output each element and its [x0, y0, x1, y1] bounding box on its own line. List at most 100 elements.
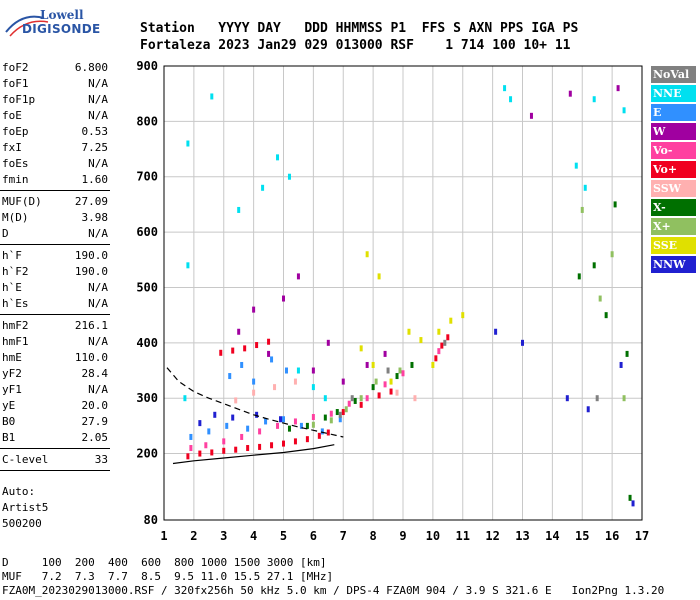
param-row: foF1p N/A: [0, 92, 110, 108]
param-label: B1: [2, 431, 16, 444]
param-separator: [0, 190, 110, 191]
data-point: [509, 96, 513, 103]
data-point: [341, 378, 345, 385]
data-point: [311, 421, 315, 428]
data-point: [437, 328, 441, 335]
data-point: [574, 162, 578, 169]
data-point: [329, 417, 333, 424]
data-point: [234, 446, 238, 453]
data-point: [189, 445, 193, 452]
data-point: [183, 395, 187, 402]
data-point: [371, 384, 375, 391]
data-point: [329, 410, 333, 417]
param-row: B1 2.05: [0, 430, 110, 446]
x-tick-label: 10: [426, 529, 440, 543]
param-row: h`F2 190.0: [0, 264, 110, 280]
data-point: [186, 262, 190, 269]
y-tick-label: 900: [136, 59, 158, 73]
data-point: [359, 395, 363, 402]
data-point: [619, 361, 623, 368]
data-point: [261, 184, 265, 191]
data-point: [258, 428, 262, 435]
data-point: [613, 201, 617, 208]
footer-distance-row: D 100 200 400 600 800 1000 1500 3000 [km…: [2, 556, 327, 569]
data-point: [389, 378, 393, 385]
param-row: B0 27.9: [0, 414, 110, 430]
data-point: [401, 370, 405, 377]
data-point: [219, 349, 223, 356]
data-point: [282, 416, 285, 423]
data-point: [293, 418, 297, 425]
x-tick-label: 15: [575, 529, 589, 543]
data-point: [350, 395, 354, 402]
data-point: [583, 184, 587, 191]
data-point: [338, 411, 342, 418]
param-label: h`F2: [2, 265, 29, 278]
data-point: [592, 262, 596, 269]
x-tick-label: 1: [160, 529, 167, 543]
param-value: 0.53: [81, 125, 109, 138]
data-point: [222, 447, 226, 454]
data-point: [431, 361, 435, 368]
param-value: 3.98: [81, 211, 109, 224]
param-label: h`E: [2, 281, 22, 294]
param-separator: [0, 470, 110, 471]
data-point: [267, 350, 271, 357]
param-row: yF2 28.4: [0, 366, 110, 382]
logo-swoosh-icon: [5, 15, 49, 37]
param-label: h`Es: [2, 297, 29, 310]
legend-item: X-: [651, 199, 696, 216]
param-label: yF1: [2, 383, 22, 396]
data-point: [616, 85, 620, 92]
data-point: [240, 361, 244, 368]
legend-item: SSE: [651, 237, 696, 254]
y-tick-label: 200: [136, 447, 158, 461]
station-header: Station YYYY DAY DDD HHMMSS P1 FFS S AXN…: [140, 20, 578, 54]
data-point: [395, 389, 399, 396]
legend-item: Vo-: [651, 142, 696, 159]
data-point: [311, 367, 315, 374]
legend-item: NoVal: [651, 66, 696, 83]
y-tick-label: 700: [136, 170, 158, 184]
x-tick-label: 6: [310, 529, 317, 543]
legend-item: E: [651, 104, 696, 121]
data-point: [311, 414, 315, 421]
data-point: [410, 361, 414, 368]
data-point: [287, 173, 291, 180]
data-point: [237, 206, 241, 213]
data-point: [446, 334, 450, 341]
y-tick-label: 600: [136, 225, 158, 239]
data-point: [231, 347, 235, 354]
data-point: [252, 306, 256, 313]
data-point: [255, 342, 259, 349]
param-row: h`E N/A: [0, 280, 110, 296]
data-point: [449, 317, 453, 324]
data-point: [305, 436, 309, 443]
data-point: [296, 273, 300, 280]
trace-dashed-line: [166, 367, 344, 438]
x-tick-label: 14: [545, 529, 559, 543]
data-point: [377, 392, 381, 399]
data-point: [276, 422, 280, 429]
param-value: 27.09: [74, 195, 108, 208]
data-point: [353, 397, 357, 404]
legend-item: Vo+: [651, 161, 696, 178]
data-point: [234, 397, 238, 404]
data-point: [389, 388, 393, 395]
data-point: [371, 361, 375, 368]
y-tick-label: 300: [136, 391, 158, 405]
param-value: 190.0: [74, 265, 108, 278]
data-point: [631, 500, 635, 507]
footer: D 100 200 400 600 800 1000 1500 3000 [km…: [2, 556, 664, 598]
data-point: [279, 416, 283, 423]
x-tick-label: 12: [485, 529, 499, 543]
param-label: foE: [2, 109, 22, 122]
param-row: yF1 N/A: [0, 382, 110, 398]
data-point: [565, 395, 569, 402]
param-value: 2.05: [81, 431, 109, 444]
x-tick-label: 11: [456, 529, 470, 543]
y-tick-label: 400: [136, 336, 158, 350]
data-point: [419, 337, 423, 344]
data-point: [267, 338, 271, 345]
